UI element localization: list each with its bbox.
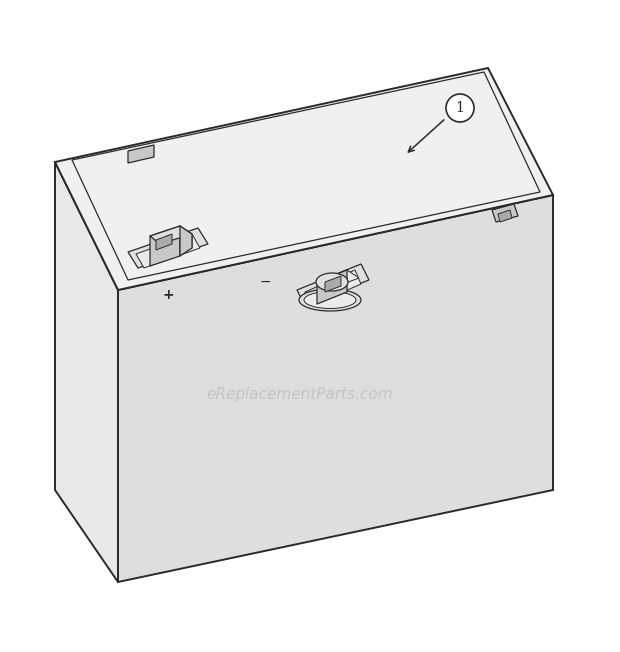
Polygon shape (150, 226, 192, 244)
Ellipse shape (304, 291, 356, 308)
Polygon shape (317, 270, 347, 304)
Ellipse shape (316, 273, 348, 291)
Text: +: + (162, 288, 174, 302)
Polygon shape (180, 226, 192, 256)
Polygon shape (136, 234, 200, 268)
Polygon shape (55, 162, 118, 582)
Polygon shape (325, 276, 341, 292)
Text: 1: 1 (456, 101, 464, 115)
Polygon shape (160, 234, 192, 258)
Polygon shape (118, 195, 553, 582)
Text: eReplacementParts.com: eReplacementParts.com (206, 387, 393, 402)
Polygon shape (498, 210, 512, 222)
Polygon shape (297, 264, 369, 306)
Polygon shape (55, 68, 553, 290)
Polygon shape (156, 234, 172, 250)
Polygon shape (128, 228, 208, 268)
Circle shape (446, 94, 474, 122)
Polygon shape (317, 270, 359, 290)
Polygon shape (492, 204, 518, 222)
Polygon shape (150, 226, 180, 266)
Text: −: − (259, 275, 271, 289)
Ellipse shape (299, 289, 361, 311)
Polygon shape (305, 270, 361, 306)
Polygon shape (128, 145, 154, 163)
